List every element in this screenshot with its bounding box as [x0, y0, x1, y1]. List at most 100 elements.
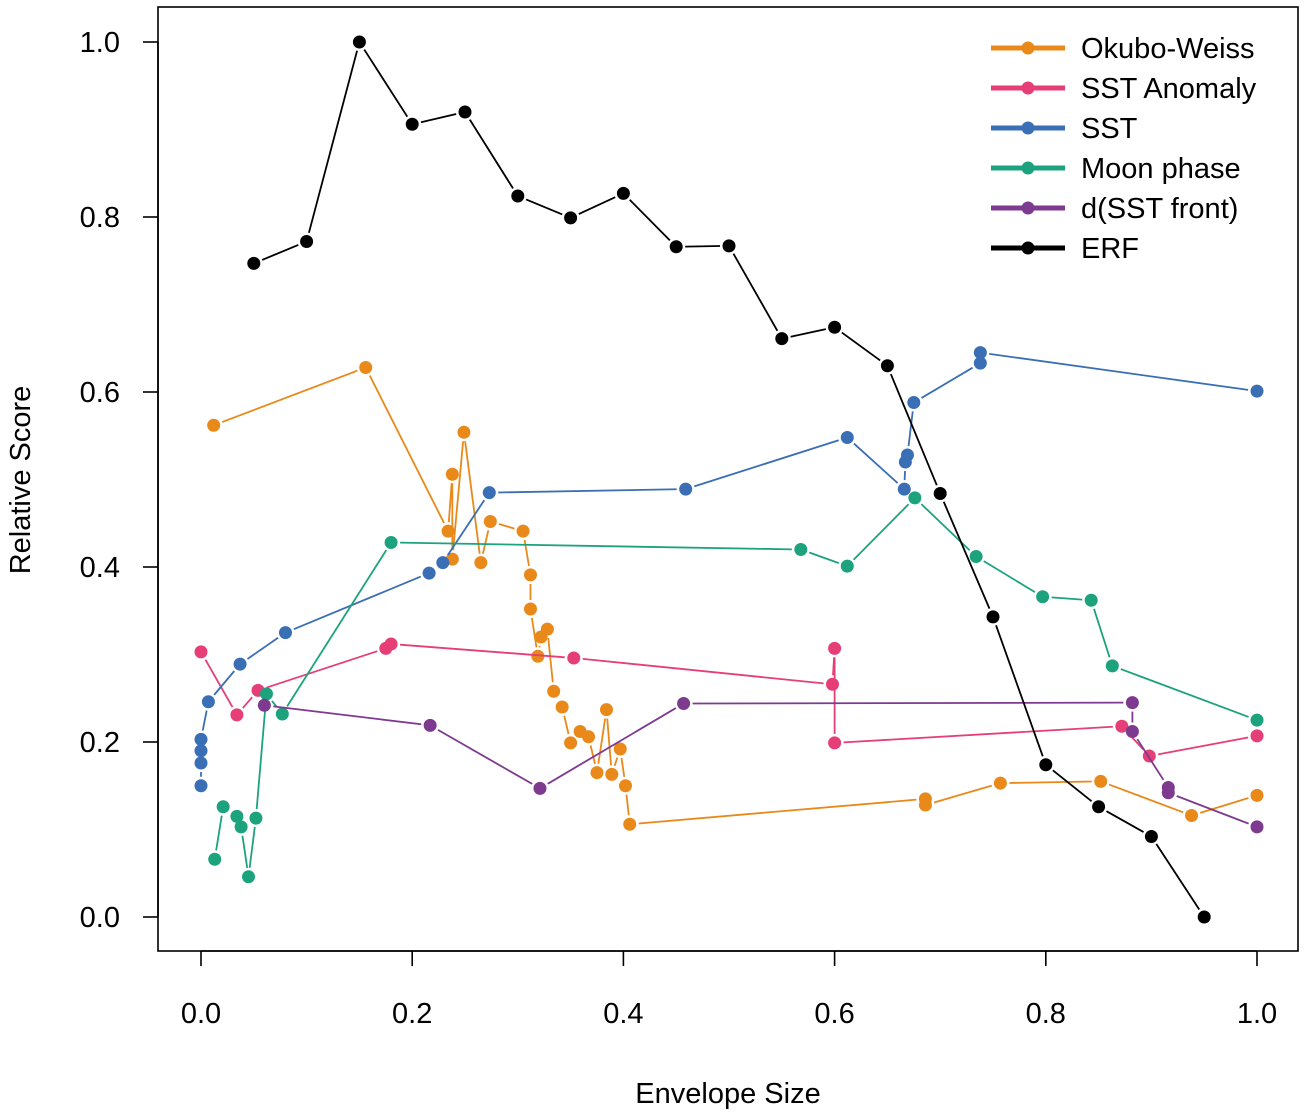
data-point [523, 602, 537, 616]
series-segment [1176, 795, 1249, 825]
series-segment [547, 637, 554, 683]
legend-marker [1021, 121, 1035, 135]
series-segment [447, 483, 453, 523]
series-segment [1120, 668, 1249, 718]
series-segment [469, 119, 514, 189]
data-point [194, 779, 208, 793]
data-point [201, 695, 215, 709]
data-point [1250, 384, 1264, 398]
data-point [825, 677, 839, 691]
series-segment [447, 499, 486, 556]
data-point [458, 105, 472, 119]
data-point [722, 239, 736, 253]
x-tick-label: 0.6 [814, 998, 854, 1030]
series-segment [625, 794, 630, 816]
series-segment [613, 757, 619, 767]
series-segment [907, 411, 914, 447]
data-point [677, 697, 691, 710]
series-segment [995, 625, 1044, 757]
y-axis-label: Relative Score [5, 386, 37, 575]
series-segment [293, 575, 422, 631]
data-point [897, 482, 911, 496]
series-segment [921, 366, 974, 399]
data-point [1250, 713, 1264, 727]
data-point [1185, 809, 1199, 822]
data-point [511, 189, 525, 203]
x-axis: 0.0 0.2 0.4 0.6 0.8 1.0 [181, 950, 1277, 1030]
series-segment [694, 439, 839, 488]
data-point [216, 800, 230, 814]
series-layer [194, 35, 1264, 924]
data-point [242, 870, 256, 884]
series-segment [368, 375, 445, 524]
data-point [445, 467, 459, 481]
data-point [234, 820, 248, 834]
data-point [1144, 830, 1158, 843]
data-point [918, 798, 932, 812]
data-point [1250, 729, 1264, 743]
data-point [623, 817, 637, 831]
series-segment [1157, 736, 1249, 756]
series-segment [808, 551, 840, 564]
data-point [405, 117, 419, 131]
legend-item-sst-anomaly: SST Anomaly [991, 73, 1257, 105]
data-point [516, 524, 530, 538]
series-segment [692, 701, 1124, 705]
data-point [600, 703, 614, 717]
series-segment [843, 725, 1113, 744]
plot-frame [157, 6, 1299, 952]
legend-label: SST Anomaly [1081, 73, 1257, 105]
series-segment [242, 696, 253, 709]
x-tick-label: 1.0 [1237, 998, 1277, 1030]
series-segment [685, 245, 721, 248]
data-point [880, 359, 894, 373]
data-point [794, 543, 808, 556]
data-point [564, 211, 578, 225]
data-point [1197, 910, 1211, 924]
data-point [1125, 725, 1139, 738]
data-point [230, 708, 244, 722]
legend-label: Moon phase [1081, 153, 1241, 185]
series-segment [266, 650, 378, 689]
data-point [531, 649, 545, 663]
x-tick-label: 0.2 [392, 998, 432, 1030]
data-point [230, 809, 244, 823]
series-segment [853, 442, 899, 484]
data-point [973, 346, 987, 360]
legend-marker [1021, 41, 1035, 55]
x-tick-label: 0.0 [181, 998, 221, 1030]
data-point [474, 556, 488, 570]
data-point [247, 256, 261, 270]
series-segment [452, 441, 465, 551]
legend-label: Okubo-Weiss [1081, 33, 1255, 65]
series-segment [547, 707, 677, 785]
legend-item-okubo-weiss: Okubo-Weiss [991, 33, 1255, 65]
series-segment [273, 705, 422, 726]
data-point [359, 361, 373, 374]
legend-item-d-sst-front: d(SST front) [991, 193, 1238, 225]
series-segment [1108, 783, 1184, 814]
series-segment [498, 488, 677, 494]
series-segment [1105, 810, 1145, 833]
series-segment [732, 253, 779, 332]
data-point [257, 698, 271, 712]
y-tick-label: 0.2 [80, 727, 120, 759]
data-point [582, 730, 596, 744]
data-point [233, 657, 247, 671]
series-segment [248, 826, 256, 868]
data-point [969, 550, 983, 563]
series-segment [582, 658, 824, 685]
legend-label: d(SST front) [1081, 193, 1238, 225]
data-point [1036, 590, 1050, 604]
legend-marker [1021, 241, 1035, 255]
data-point [249, 811, 263, 825]
data-point [208, 852, 222, 866]
legend-label: SST [1081, 113, 1138, 145]
legend-label: ERF [1081, 233, 1139, 265]
data-point [194, 744, 208, 758]
data-point [352, 35, 366, 49]
series-segment [286, 549, 388, 707]
data-point [275, 707, 289, 721]
legend-item-erf: ERF [991, 233, 1139, 265]
data-point [679, 482, 693, 496]
